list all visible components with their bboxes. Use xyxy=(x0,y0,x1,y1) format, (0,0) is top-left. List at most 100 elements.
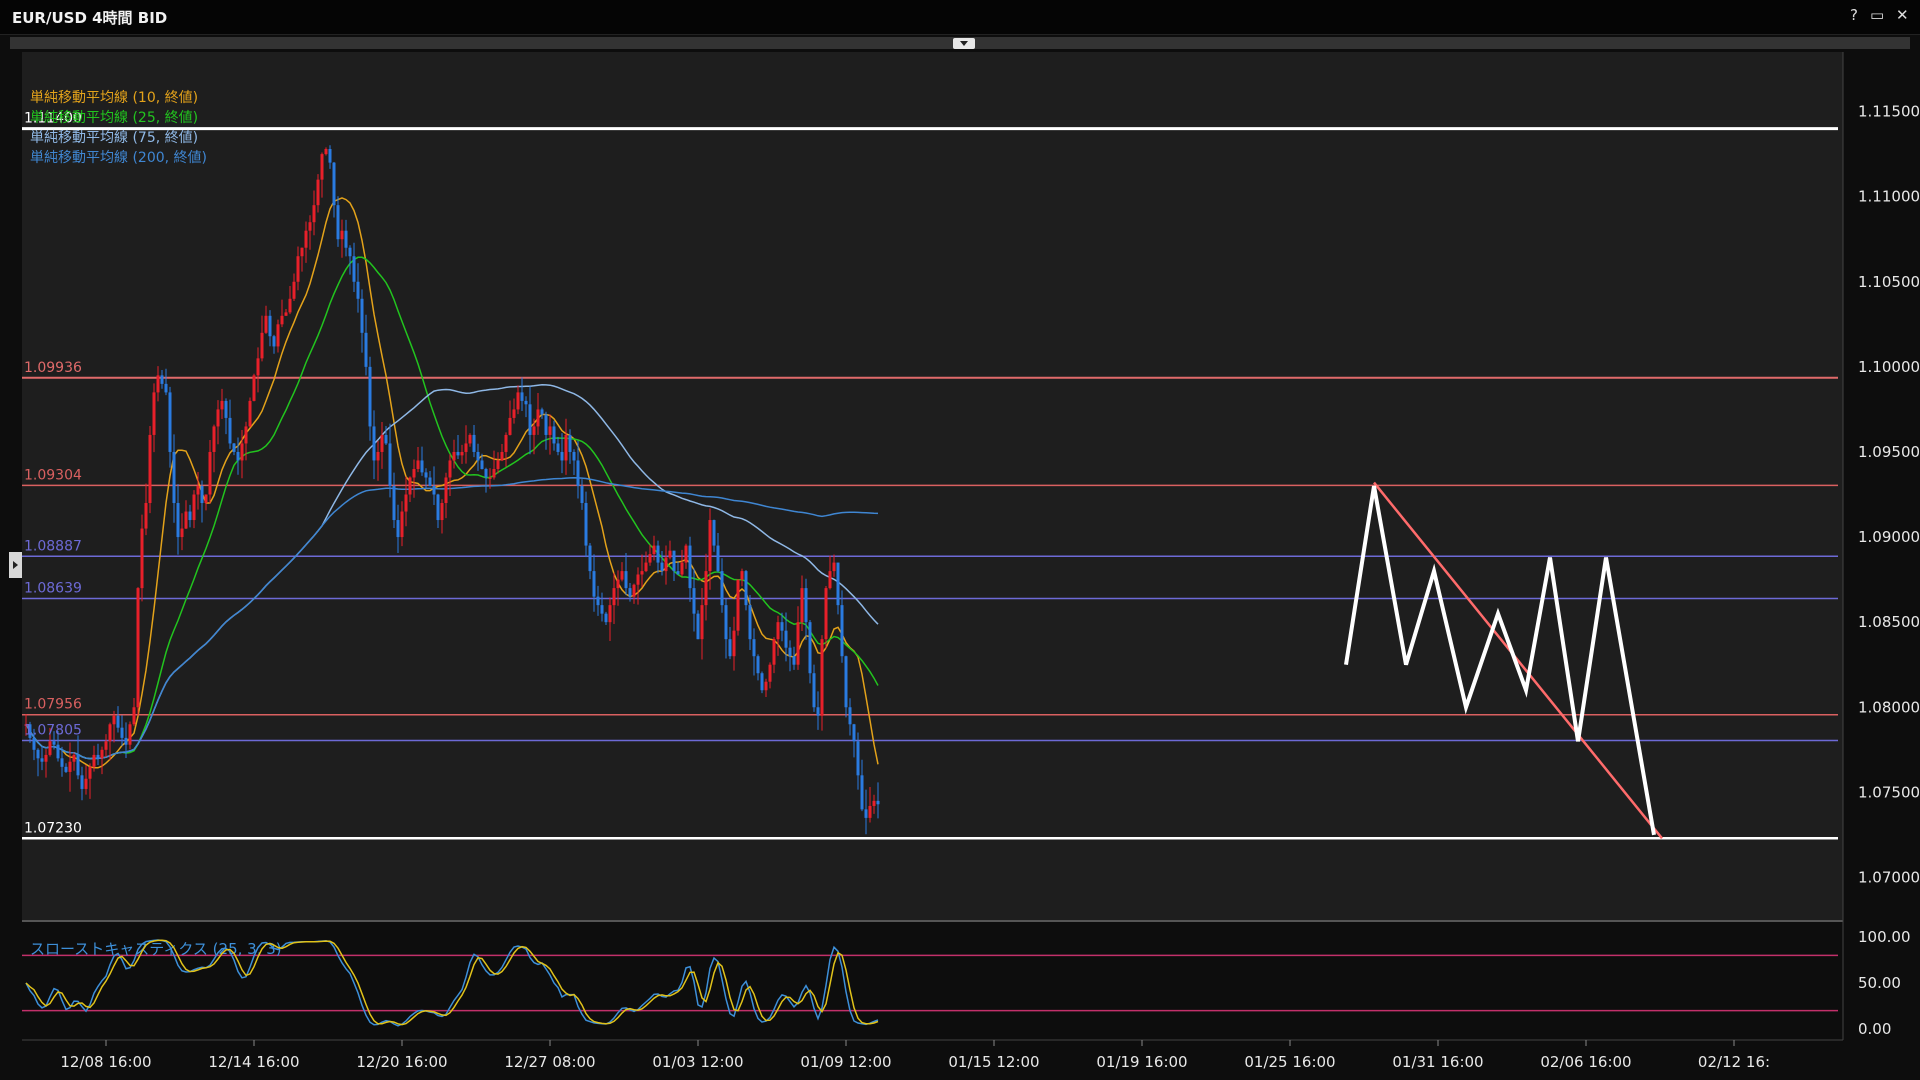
candle-body-115 xyxy=(484,468,488,478)
candle-body-144 xyxy=(600,605,604,614)
candle-body-160 xyxy=(664,557,668,572)
candle-body-113 xyxy=(476,451,480,461)
price-tick-4: 1.09500 xyxy=(1858,443,1920,461)
time-label-7: 01/19 16:00 xyxy=(1096,1053,1187,1071)
candle-body-95 xyxy=(404,494,408,512)
candle-body-124 xyxy=(520,392,524,401)
candle-body-200 xyxy=(824,588,828,640)
candle-body-36 xyxy=(168,392,172,452)
candle-body-174 xyxy=(720,571,724,606)
candle-body-178 xyxy=(736,579,740,631)
candle-body-127 xyxy=(532,426,536,435)
candle-body-69 xyxy=(300,247,304,257)
candle-body-152 xyxy=(632,584,636,597)
candle-body-8 xyxy=(56,744,60,759)
candle-body-122 xyxy=(512,409,516,418)
candle-body-101 xyxy=(428,477,432,486)
candle-body-154 xyxy=(640,571,644,575)
candle-body-153 xyxy=(636,574,640,585)
candle-body-18 xyxy=(96,754,100,759)
zigzag-drawing xyxy=(1344,485,1656,836)
candle-body-137 xyxy=(572,451,576,461)
close-button[interactable]: ✕ xyxy=(1896,6,1909,24)
candle-body-14 xyxy=(80,775,84,789)
candle-body-172 xyxy=(712,520,716,546)
candle-body-5 xyxy=(44,754,48,762)
candle-body-37 xyxy=(172,451,176,504)
stoch-d-line xyxy=(25,939,879,1026)
candle-body-48 xyxy=(216,409,220,427)
candle-body-155 xyxy=(644,562,648,572)
candle-body-89 xyxy=(380,434,384,452)
price-tick-2: 1.10500 xyxy=(1858,273,1920,291)
candle-body-67 xyxy=(292,281,296,299)
candle-body-99 xyxy=(420,460,424,473)
candle-body-75 xyxy=(324,149,328,155)
candle-body-105 xyxy=(444,477,448,504)
legend-item-1: 単純移動平均線 (25, 終値) xyxy=(30,110,198,126)
window-titlebar: EUR/USD 4時間 BID ? ▭ ✕ xyxy=(0,0,1920,35)
candle-body-134 xyxy=(560,451,564,461)
candle-body-21 xyxy=(108,724,112,742)
candle-body-76 xyxy=(328,149,332,163)
candle-body-59 xyxy=(260,332,264,359)
candle-body-100 xyxy=(424,472,428,478)
candle-body-88 xyxy=(376,451,380,461)
candle-body-45 xyxy=(204,494,208,504)
time-label-5: 01/09 12:00 xyxy=(800,1053,891,1071)
price-tick-6: 1.08500 xyxy=(1858,613,1920,631)
candle-body-9 xyxy=(60,758,64,767)
candle-body-109 xyxy=(460,451,464,456)
maximize-button[interactable]: ▭ xyxy=(1870,6,1885,24)
candle-body-149 xyxy=(620,571,624,580)
legend-item-0: 単純移動平均線 (10, 終値) xyxy=(30,90,198,106)
candle-body-184 xyxy=(760,673,764,691)
sma-200-line xyxy=(25,477,879,760)
candle-body-79 xyxy=(340,230,344,240)
candle-body-7 xyxy=(52,741,56,745)
candle-body-93 xyxy=(396,520,400,538)
side-panel-toggle[interactable] xyxy=(9,552,22,578)
candle-body-180 xyxy=(744,571,748,606)
candle-body-52 xyxy=(232,443,236,452)
price-tick-5: 1.09000 xyxy=(1858,528,1920,546)
candle-body-98 xyxy=(416,460,420,469)
candle-body-56 xyxy=(248,400,252,427)
level-label-2: 1.09304 xyxy=(24,467,82,483)
time-label-0: 12/08 16:00 xyxy=(60,1053,151,1071)
candle-body-51 xyxy=(228,417,232,444)
trendline xyxy=(1373,481,1663,840)
candle-body-12 xyxy=(72,754,76,762)
candle-body-10 xyxy=(64,766,68,772)
candle-body-130 xyxy=(544,414,548,435)
candle-body-84 xyxy=(360,298,364,333)
collapse-toggle-button[interactable] xyxy=(953,38,975,49)
candle-body-179 xyxy=(740,571,744,580)
candle-body-158 xyxy=(656,545,660,563)
candle-body-139 xyxy=(580,486,584,504)
candle-body-123 xyxy=(516,392,520,410)
candle-body-188 xyxy=(776,622,780,640)
candle-body-119 xyxy=(500,451,504,461)
candle-body-212 xyxy=(872,800,876,806)
candle-body-116 xyxy=(488,477,492,479)
candle-body-157 xyxy=(652,545,656,555)
level-label-0: 1.11400 xyxy=(24,111,82,127)
candle-body-70 xyxy=(304,230,308,248)
candle-body-77 xyxy=(332,162,336,206)
candle-body-111 xyxy=(468,434,472,444)
candle-body-50 xyxy=(224,400,228,418)
candle-body-91 xyxy=(388,443,392,486)
candle-body-66 xyxy=(288,298,292,313)
candle-body-30 xyxy=(144,503,148,529)
candle-body-53 xyxy=(236,451,240,461)
candle-body-181 xyxy=(748,605,752,640)
candle-body-1 xyxy=(28,724,32,738)
candle-body-25 xyxy=(124,737,128,745)
candle-body-204 xyxy=(840,605,844,657)
level-label-7: 1.07230 xyxy=(24,820,82,836)
candle-body-171 xyxy=(708,520,712,572)
help-button[interactable]: ? xyxy=(1850,6,1858,24)
time-label-1: 12/14 16:00 xyxy=(208,1053,299,1071)
